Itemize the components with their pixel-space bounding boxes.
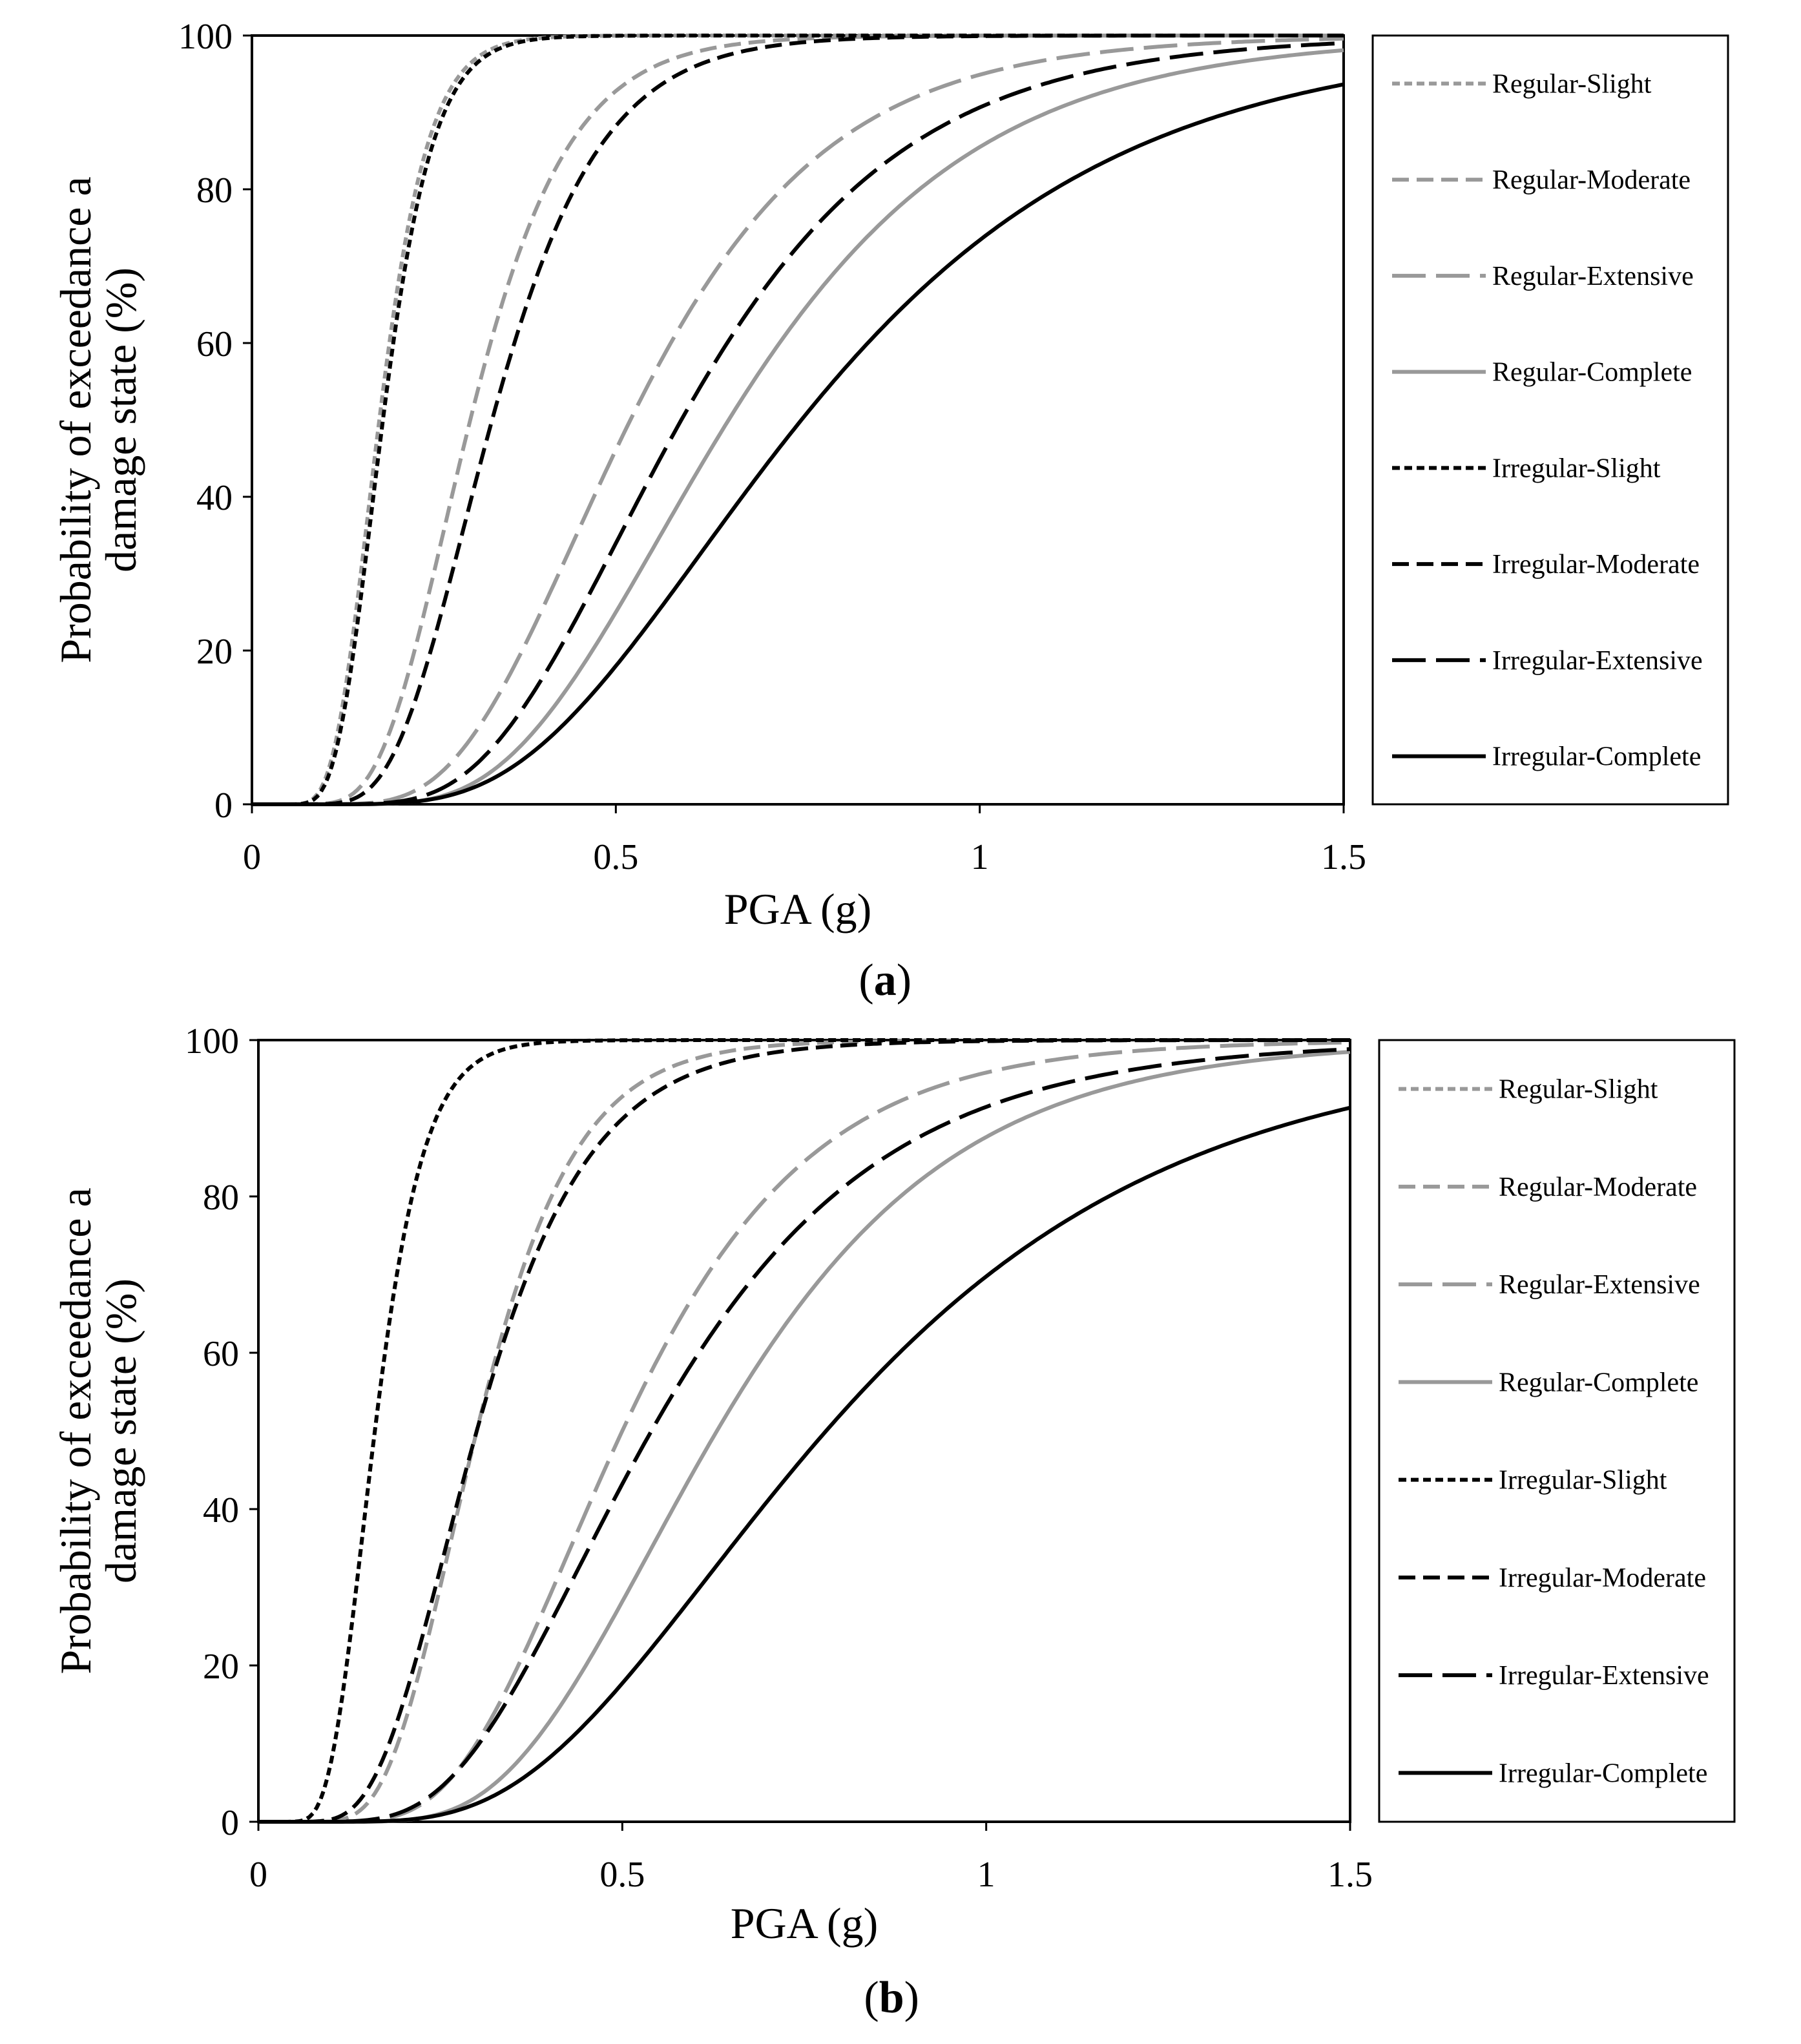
y-tick-label: 60 [203, 1334, 239, 1374]
y-tick-label: 40 [196, 478, 233, 518]
x-tick-label: 1.5 [1321, 837, 1366, 877]
y-tick-label: 0 [221, 1803, 239, 1843]
x-tick-label: 1.5 [1327, 1855, 1373, 1895]
legend-label: Regular-Moderate [1499, 1173, 1697, 1202]
series-line-regular-moderate [252, 34, 1344, 806]
legend-label: Irregular-Moderate [1499, 1563, 1706, 1593]
x-axis-label: PGA (g) [731, 1899, 879, 1948]
legend-label: Regular-Complete [1492, 358, 1692, 388]
y-tick-label: 40 [203, 1490, 239, 1530]
legend-label: Irregular-Moderate [1492, 550, 1700, 579]
chart-panel-a: 0 0.5 1 1.5 0 20 40 60 80 100 PGA (g) Probability o… [51, 17, 1729, 1005]
series-line-irregular-extensive [252, 41, 1344, 806]
series-line-irregular-slight [258, 1038, 1350, 1824]
y-tick-label: 20 [203, 1647, 239, 1687]
series-line-irregular-extensive [258, 1047, 1351, 1824]
y-tick-label: 80 [203, 1178, 239, 1218]
legend-label: Regular-Slight [1492, 69, 1652, 99]
y-axis-label-line1: Probability of exceedance a [51, 176, 100, 663]
y-axis-label-line2: damage state (%) [96, 1278, 145, 1583]
y-tick-label: 80 [196, 171, 233, 211]
x-axis-label: PGA (g) [724, 884, 872, 933]
x-tick-label: 0.5 [593, 837, 638, 877]
legend-label: Irregular-Slight [1492, 454, 1661, 483]
series-line-regular-slight [252, 34, 1344, 806]
legend-label: Irregular-Complete [1499, 1758, 1707, 1788]
panel-label-letter: a [874, 955, 897, 1005]
series-line-irregular-moderate [258, 1038, 1350, 1824]
legend: Regular-Slight Regular-Moderate Regular-Ex… [1371, 34, 1729, 806]
plot-area [251, 34, 1345, 806]
series-line-regular-moderate [258, 1038, 1350, 1824]
series-line-irregular-complete [258, 1105, 1351, 1824]
legend-label: Regular-Slight [1499, 1075, 1658, 1105]
legend-label: Irregular-Extensive [1492, 646, 1703, 676]
legend-label: Irregular-Slight [1499, 1466, 1667, 1496]
chart-panel-b: 0 0.5 1 1.5 0 20 40 60 80 100 PGA (g) Probability o… [51, 1021, 1736, 2023]
legend-label: Irregular-Extensive [1499, 1661, 1709, 1691]
y-axis-label-line2: damage state (%) [96, 267, 145, 572]
y-tick-label: 60 [196, 324, 233, 364]
y-tick-label: 20 [196, 632, 233, 672]
series-line-regular-slight [258, 1038, 1350, 1824]
y-tick-label: 0 [214, 786, 233, 826]
x-tick-label: 1 [977, 1855, 995, 1895]
legend-box [1371, 34, 1729, 806]
x-tick-label: 0 [249, 1855, 267, 1895]
plot-area [257, 1039, 1351, 1823]
x-tick-label: 0.5 [599, 1855, 645, 1895]
legend-label: Regular-Moderate [1492, 165, 1691, 195]
panel-label-open: ( [859, 955, 873, 1005]
panel-label-letter: b [879, 1973, 904, 2023]
legend-label: Regular-Complete [1499, 1368, 1698, 1397]
x-tick-label: 0 [243, 837, 261, 877]
legend-label: Irregular-Complete [1492, 742, 1701, 772]
series-line-regular-complete [258, 1050, 1351, 1824]
y-tick-label: 100 [178, 17, 233, 57]
panel-label: (b) [864, 1973, 919, 2023]
legend-box [1378, 1039, 1736, 1823]
panel-label-open: ( [864, 1973, 879, 2023]
panel-label: (a) [859, 955, 911, 1005]
panel-label-close: ) [897, 955, 911, 1005]
series-line-irregular-moderate [252, 34, 1344, 806]
legend-label: Regular-Extensive [1499, 1270, 1700, 1300]
x-tick-label: 1 [971, 837, 989, 877]
series-line-regular-extensive [252, 36, 1344, 806]
series-line-irregular-slight [252, 34, 1344, 806]
legend: Regular-Slight Regular-Moderate Regular-Ex… [1378, 1039, 1736, 1823]
series-line-irregular-complete [252, 82, 1344, 806]
panel-label-close: ) [904, 1973, 919, 2023]
y-axis-label-line1: Probability of exceedance a [51, 1187, 100, 1674]
y-tick-label: 100 [185, 1021, 239, 1061]
legend-label: Regular-Extensive [1492, 262, 1694, 291]
